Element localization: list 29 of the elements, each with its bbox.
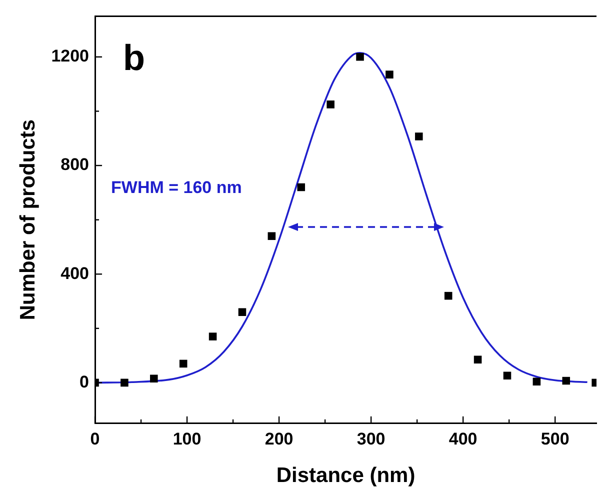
- point: [297, 183, 306, 192]
- annotation: FWHM = 160 nm: [111, 178, 242, 197]
- point: [386, 70, 394, 78]
- y-axis-title: Number of products: [16, 119, 40, 320]
- y-tick-label: 400: [60, 264, 90, 283]
- annotation: b: [123, 37, 146, 78]
- x-tick-label: 500: [540, 429, 570, 448]
- x-tick-label: 100: [172, 429, 202, 448]
- y-tick-label: 800: [60, 155, 90, 174]
- point: [179, 360, 188, 368]
- x-tick-label: 400: [448, 429, 478, 448]
- point: [356, 53, 364, 61]
- x-axis-title: Distance (nm): [276, 464, 416, 488]
- x-tick-label: 200: [264, 429, 294, 448]
- point: [532, 378, 541, 386]
- point: [208, 332, 217, 340]
- point: [326, 100, 334, 108]
- point: [503, 372, 512, 380]
- point: [120, 378, 128, 387]
- y-tick-label: 0: [80, 372, 90, 392]
- point: [474, 356, 482, 364]
- point: [562, 376, 570, 385]
- point: [415, 132, 423, 140]
- point: [268, 232, 276, 240]
- point: [150, 374, 158, 382]
- point: [238, 308, 246, 316]
- x-tick-label: 300: [356, 429, 386, 448]
- point: [444, 292, 452, 300]
- y-tick-label: 1200: [51, 46, 90, 66]
